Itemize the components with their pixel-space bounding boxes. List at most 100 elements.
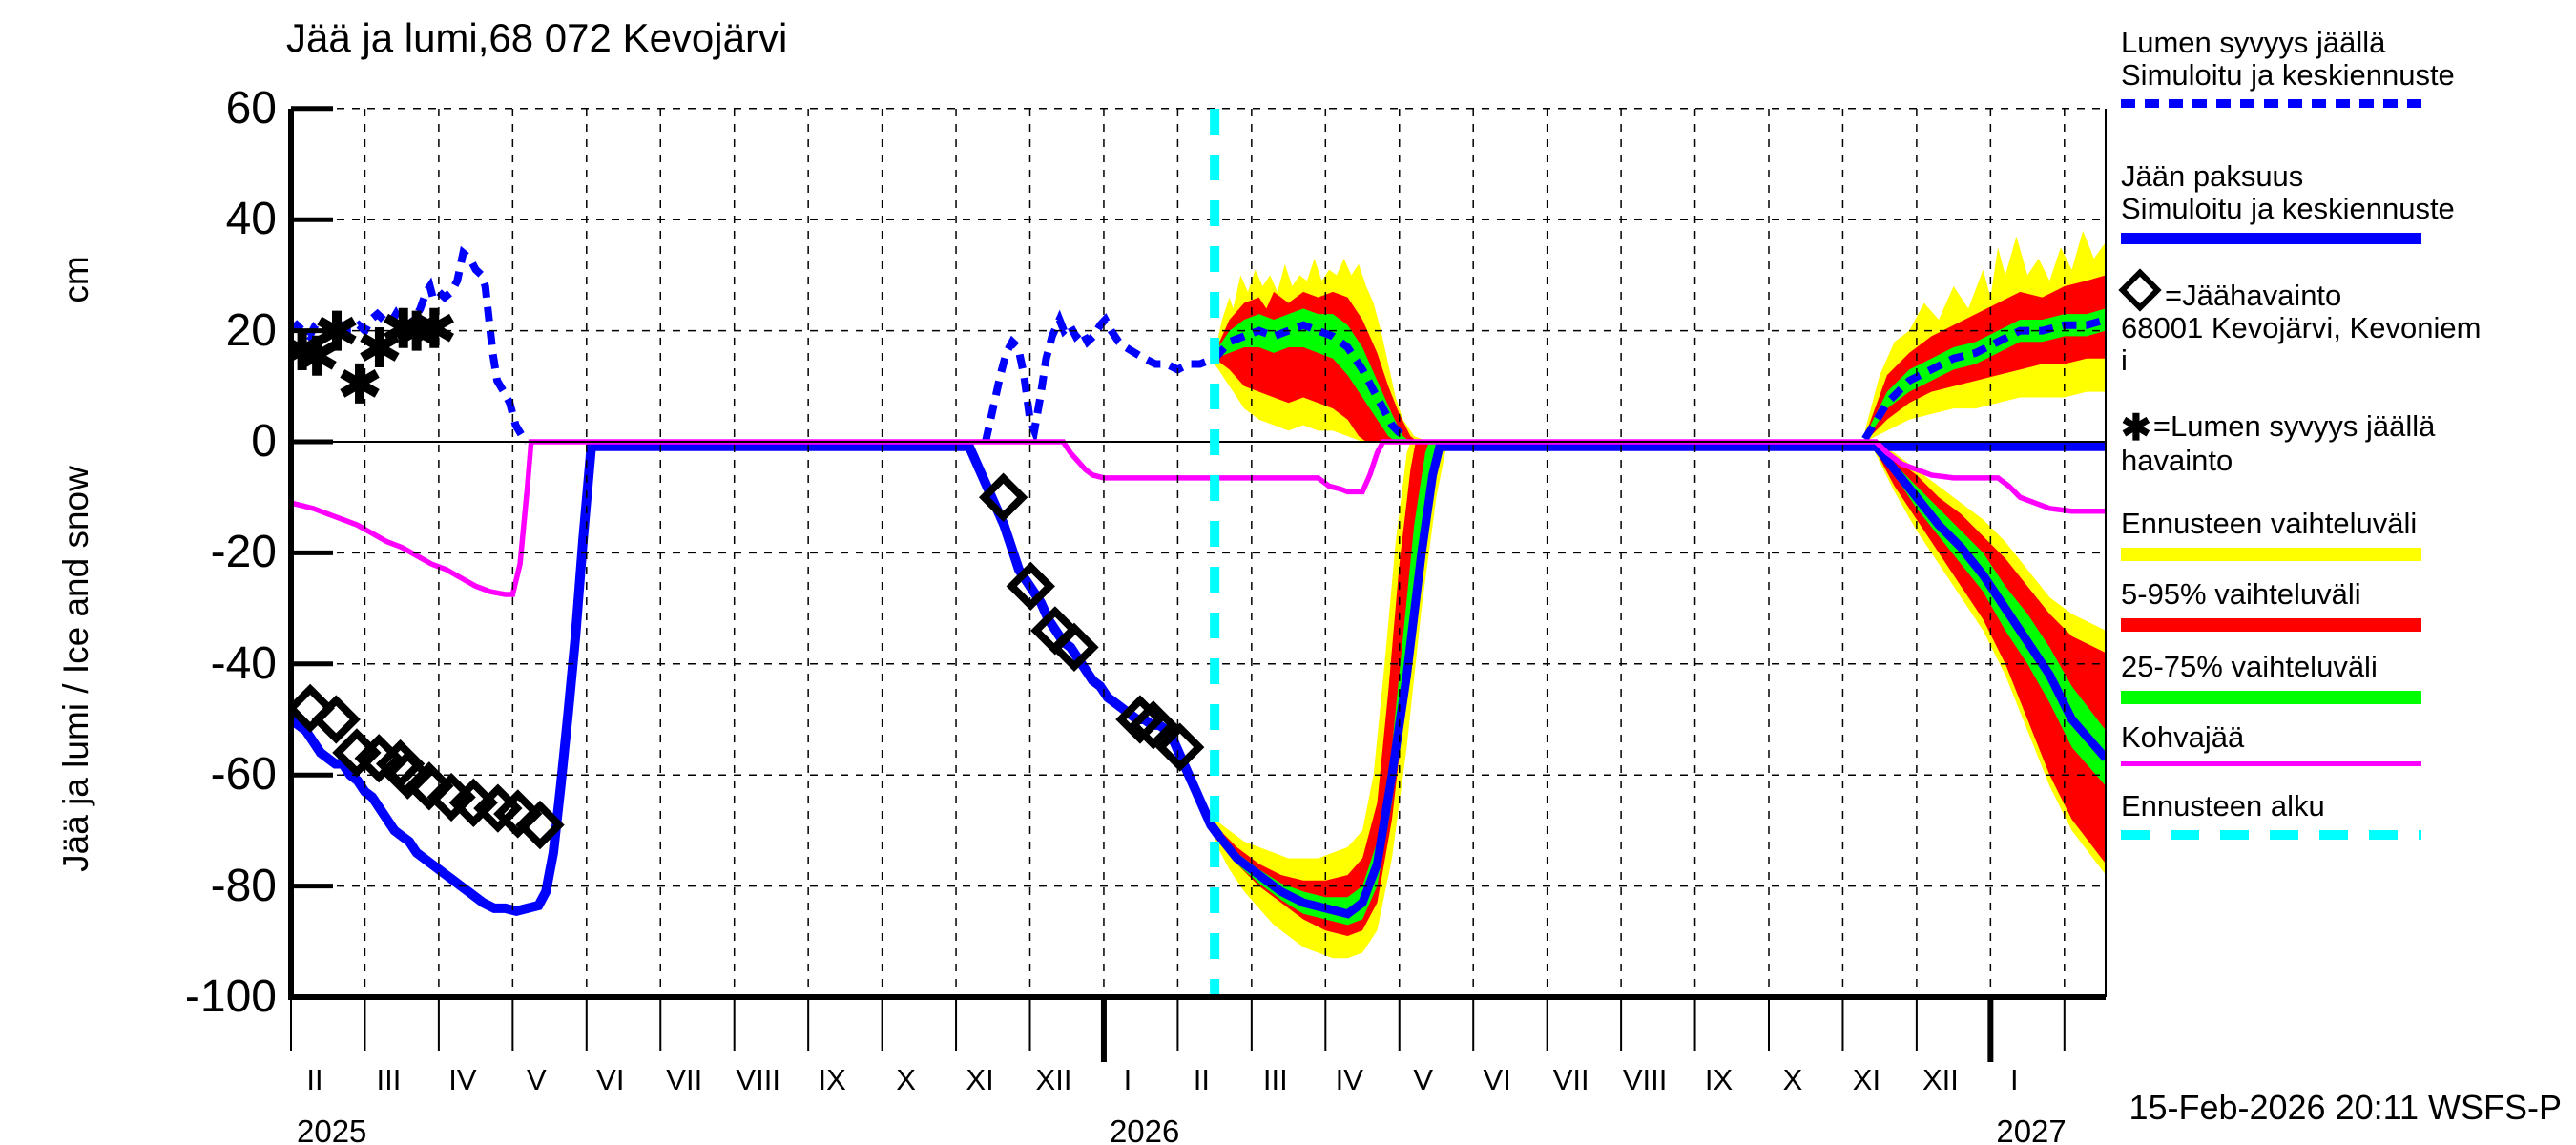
y-tick-label: 60 [225, 82, 277, 134]
x-month-label: X [1782, 1063, 1803, 1096]
y-tick-label: -20 [210, 527, 277, 578]
ice-observation-diamond [1049, 622, 1099, 672]
legend-entry-3: ✱=Lumen syvyys jäällä havainto [2121, 410, 2435, 477]
snow-observation-star [340, 363, 380, 404]
ice-observation-diamond [978, 472, 1028, 522]
x-month-label: XI [966, 1063, 994, 1096]
y-tick-label: -60 [210, 749, 277, 801]
snow-depth-simulated-2025-26 [982, 309, 1216, 445]
chart-title: Jää ja lumi,68 072 Kevojärvi [286, 15, 788, 60]
asterisk-icon: ✱ [2121, 408, 2151, 448]
x-month-label: XI [1852, 1063, 1881, 1096]
legend-text: havainto [2121, 444, 2233, 477]
x-month-label: III [376, 1063, 402, 1096]
legend-text: i [2121, 344, 2128, 377]
x-year-label: 2027 [1996, 1114, 2067, 1145]
legend-text: Kohvajää [2121, 720, 2245, 754]
ice-observation-diamond [493, 789, 543, 839]
ice-forecast-median-2026-27 [1868, 439, 2106, 761]
y-tick-label: -80 [210, 860, 277, 911]
legend-entry-7: Kohvajää [2121, 721, 2421, 766]
y-tick-label: 0 [251, 416, 277, 467]
x-month-label: X [896, 1063, 916, 1096]
x-month-label: VII [1552, 1063, 1589, 1096]
legend-text: ✱=Lumen syvyys jäällä [2121, 408, 2436, 448]
legend-swatch [2121, 548, 2421, 561]
legend-swatch [2121, 691, 2421, 704]
legend-text: 68001 Kevojärvi, Kevoniem [2121, 311, 2482, 344]
y-tick-label: -40 [210, 637, 277, 689]
x-month-label: I [2010, 1063, 2019, 1096]
legend-text: =Jäähavainto [2118, 268, 2481, 312]
snow-observation-star [297, 335, 337, 376]
x-month-label: IX [1704, 1063, 1734, 1096]
kohvajaa-frazil-ice [291, 439, 2106, 597]
legend-text: Lumen syvyys jäällä [2121, 26, 2386, 59]
y-axis-label: Jää ja lumi / Ice and snow [56, 466, 95, 872]
legend-swatch [2121, 618, 2421, 632]
y-tick-label: 20 [225, 304, 277, 356]
ice-observation-diamond [1115, 695, 1165, 744]
ice-2026-27-5-95-red [1872, 442, 2106, 864]
snow-observation-star [360, 327, 400, 368]
x-month-label: VI [596, 1063, 625, 1096]
ice-observation-diamond [311, 695, 361, 744]
ice-observation-diamond [515, 800, 565, 850]
ice-thickness-2025-26 [963, 439, 1223, 840]
x-month-label: IX [818, 1063, 846, 1096]
snow-2026-25-75-green [1215, 308, 1411, 442]
legend-swatch [2121, 233, 2421, 244]
legend-entry-8: Ennusteen alku [2121, 790, 2421, 840]
x-month-label: XII [1035, 1063, 1072, 1096]
ice-observation-diamond [1006, 561, 1055, 611]
x-month-label: IV [1335, 1063, 1363, 1096]
x-month-label: VIII [736, 1063, 780, 1096]
legend-swatch [2121, 99, 2421, 108]
legend-entry-0: Lumen syvyys jäällä Simuloitu ja keskienn… [2121, 27, 2455, 108]
legend-entry-5: 5-95% vaihteluväli [2121, 578, 2421, 632]
x-month-label: I [1123, 1063, 1132, 1096]
timestamp: 15-Feb-2026 20:11 WSFS-P [2129, 1088, 2562, 1127]
legend-text: Ennusteen alku [2121, 789, 2325, 822]
legend-swatch [2121, 761, 2421, 766]
x-month-label: V [1413, 1063, 1434, 1096]
plot-series [291, 230, 2106, 959]
x-month-label: II [1193, 1063, 1210, 1096]
legend-entry-6: 25-75% vaihteluväli [2121, 651, 2421, 704]
x-month-label: IV [448, 1063, 477, 1096]
legend-text: Jään paksuus [2121, 159, 2304, 193]
ice-observation-diamond [1129, 700, 1178, 750]
ice-observation-diamond [405, 761, 454, 811]
ice-observation-diamond [383, 750, 433, 800]
x-month-label: III [1262, 1063, 1288, 1096]
legend-entry-2: =Jäähavainto 68001 Kevojärvi, Kevoniem i [2118, 268, 2482, 377]
snow-forecast-median-2026-27 [1861, 316, 2106, 442]
y-axis-unit: cm [56, 256, 95, 303]
x-year-label: 2025 [297, 1114, 367, 1145]
legend-entry-4: Ennusteen vaihteluväli [2121, 508, 2421, 561]
legend-swatch [2121, 830, 2421, 840]
legend-entry-1: Jään paksuus Simuloitu ja keskiennuste [2121, 160, 2455, 244]
ice-observation-diamond [291, 683, 335, 734]
diamond-icon [2118, 268, 2162, 312]
x-month-label: VI [1483, 1063, 1511, 1096]
legend-text: 25-75% vaihteluväli [2121, 650, 2378, 683]
snow-observation-star [414, 307, 454, 348]
ice-forecast-median-2026 [1215, 440, 1445, 919]
y-tick-label: 40 [225, 194, 277, 245]
x-year-label: 2026 [1109, 1114, 1180, 1145]
y-tick-label: -100 [184, 971, 277, 1022]
legend-text: Ennusteen vaihteluväli [2121, 507, 2418, 540]
ice-thickness-2025 [291, 441, 597, 916]
x-month-label: II [306, 1063, 323, 1096]
legend-text: 5-95% vaihteluväli [2121, 577, 2361, 611]
x-month-label: XII [1922, 1063, 1959, 1096]
x-month-label: V [527, 1063, 547, 1096]
legend-text: Simuloitu ja keskiennuste [2121, 192, 2455, 225]
ice-observation-diamond [1155, 722, 1205, 772]
x-month-label: VII [666, 1063, 703, 1096]
legend-text: Simuloitu ja keskiennuste [2121, 58, 2455, 92]
x-month-label: VIII [1622, 1063, 1668, 1096]
